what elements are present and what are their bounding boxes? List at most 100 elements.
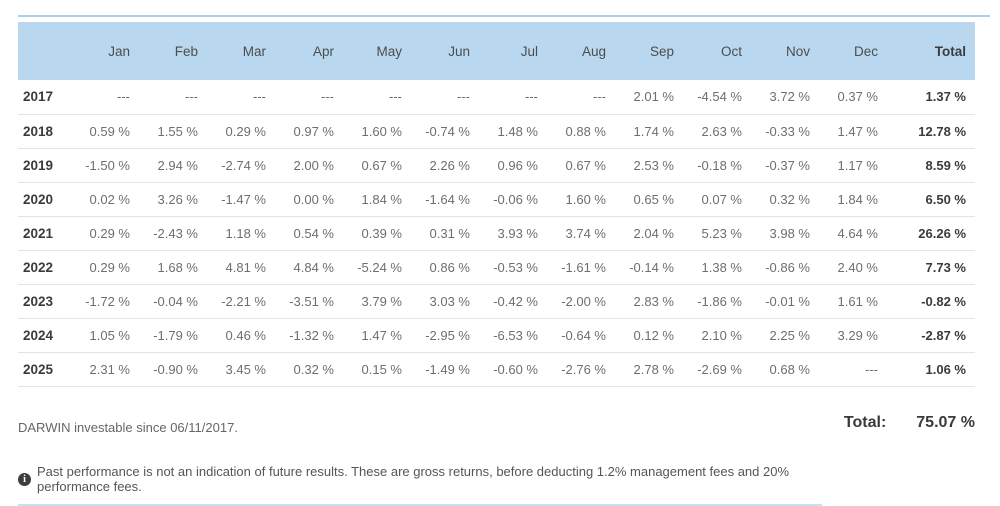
month-return-cell: -1.64 % [420,182,488,217]
table-header-row: Jan Feb Mar Apr May Jun Jul Aug Sep Oct Nov Dec Tota… [18,22,975,80]
month-return-cell: 2.00 % [284,148,352,183]
month-return-cell: --- [488,80,556,115]
month-return-cell: -1.47 % [216,182,284,217]
month-return-cell: 0.46 % [216,318,284,353]
month-return-cell: 1.38 % [692,250,760,285]
month-column-header: Jun [420,22,488,80]
month-return-cell: -0.74 % [420,114,488,149]
month-return-cell: 2.10 % [692,318,760,353]
month-return-cell: -2.21 % [216,284,284,319]
month-return-cell: 1.84 % [828,182,896,217]
month-return-cell: -1.61 % [556,250,624,285]
month-return-cell: -0.64 % [556,318,624,353]
year-total-cell: 6.50 % [896,182,975,217]
month-return-cell: 0.86 % [420,250,488,285]
table-row: 2023 -1.72 % -0.04 % -2.21 % -3.51 % 3.79 % 3.… [18,284,975,319]
month-return-cell: 1.47 % [828,114,896,149]
month-return-cell: 1.68 % [148,250,216,285]
month-return-cell: -0.14 % [624,250,692,285]
month-return-cell: 2.25 % [760,318,828,353]
month-return-cell: 3.98 % [760,216,828,251]
year-cell: 2025 [18,352,80,387]
month-return-cell: 0.29 % [216,114,284,149]
month-return-cell: -2.95 % [420,318,488,353]
month-return-cell: -2.76 % [556,352,624,387]
year-total-cell: 8.59 % [896,148,975,183]
month-return-cell: 0.88 % [556,114,624,149]
month-return-cell: 0.29 % [80,250,148,285]
month-return-cell: 0.32 % [284,352,352,387]
month-return-cell: -0.01 % [760,284,828,319]
table-row: 2017 --- --- --- --- --- --- --- --- 2.01 % -4.54 … [18,80,975,115]
month-return-cell: 0.68 % [760,352,828,387]
month-column-header: Sep [624,22,692,80]
table-row: 2025 2.31 % -0.90 % 3.45 % 0.32 % 0.15 % -1.49… [18,352,975,387]
month-return-cell: 2.26 % [420,148,488,183]
month-return-cell: 0.32 % [760,182,828,217]
month-return-cell: 0.37 % [828,80,896,115]
month-return-cell: 0.39 % [352,216,420,251]
month-return-cell: -0.90 % [148,352,216,387]
month-return-cell: -3.51 % [284,284,352,319]
panel-top-divider [18,15,990,17]
month-return-cell: 3.72 % [760,80,828,115]
month-return-cell: 5.23 % [692,216,760,251]
info-icon: i [18,472,31,486]
month-return-cell: 0.67 % [556,148,624,183]
year-total-cell: -0.82 % [896,284,975,319]
month-return-cell: -0.60 % [488,352,556,387]
grand-total: Total: 75.07 % [844,414,975,432]
month-return-cell: -1.72 % [80,284,148,319]
month-return-cell: -1.86 % [692,284,760,319]
year-total-cell: -2.87 % [896,318,975,353]
month-return-cell: 0.15 % [352,352,420,387]
month-return-cell: 3.03 % [420,284,488,319]
month-return-cell: -0.86 % [760,250,828,285]
year-total-cell: 1.06 % [896,352,975,387]
month-return-cell: -1.49 % [420,352,488,387]
month-return-cell: 0.67 % [352,148,420,183]
month-return-cell: 2.94 % [148,148,216,183]
year-cell: 2020 [18,182,80,217]
month-return-cell: 3.45 % [216,352,284,387]
investable-since-note: DARWIN investable since 06/11/2017. [18,420,238,435]
month-return-cell: 0.31 % [420,216,488,251]
month-return-cell: 1.18 % [216,216,284,251]
month-return-cell: 2.53 % [624,148,692,183]
month-return-cell: -0.42 % [488,284,556,319]
month-return-cell: -2.00 % [556,284,624,319]
month-column-header: Jan [80,22,148,80]
month-return-cell: 4.81 % [216,250,284,285]
month-return-cell: -1.50 % [80,148,148,183]
month-return-cell: 1.47 % [352,318,420,353]
month-return-cell: 2.63 % [692,114,760,149]
month-column-header: Feb [148,22,216,80]
month-return-cell: --- [148,80,216,115]
month-return-cell: 2.31 % [80,352,148,387]
month-return-cell: 0.07 % [692,182,760,217]
month-return-cell: -5.24 % [352,250,420,285]
month-return-cell: 0.00 % [284,182,352,217]
month-column-header: Apr [284,22,352,80]
month-return-cell: 3.93 % [488,216,556,251]
disclaimer-text: Past performance is not an indication of… [37,464,790,494]
month-return-cell: 0.12 % [624,318,692,353]
month-return-cell: -4.54 % [692,80,760,115]
month-return-cell: 0.97 % [284,114,352,149]
month-return-cell: 1.61 % [828,284,896,319]
month-return-cell: 0.65 % [624,182,692,217]
month-return-cell: 1.48 % [488,114,556,149]
month-return-cell: --- [80,80,148,115]
table-row: 2019 -1.50 % 2.94 % -2.74 % 2.00 % 0.67 % 2.26… [18,148,975,183]
month-return-cell: --- [216,80,284,115]
month-return-cell: 1.05 % [80,318,148,353]
month-return-cell: 1.60 % [352,114,420,149]
month-return-cell: -2.43 % [148,216,216,251]
table-body: 2017 --- --- --- --- --- --- --- --- 2.01 % -4.54 … [18,80,975,387]
month-return-cell: --- [420,80,488,115]
month-return-cell: 1.84 % [352,182,420,217]
month-return-cell: --- [284,80,352,115]
month-column-header: Dec [828,22,896,80]
month-return-cell: 0.96 % [488,148,556,183]
